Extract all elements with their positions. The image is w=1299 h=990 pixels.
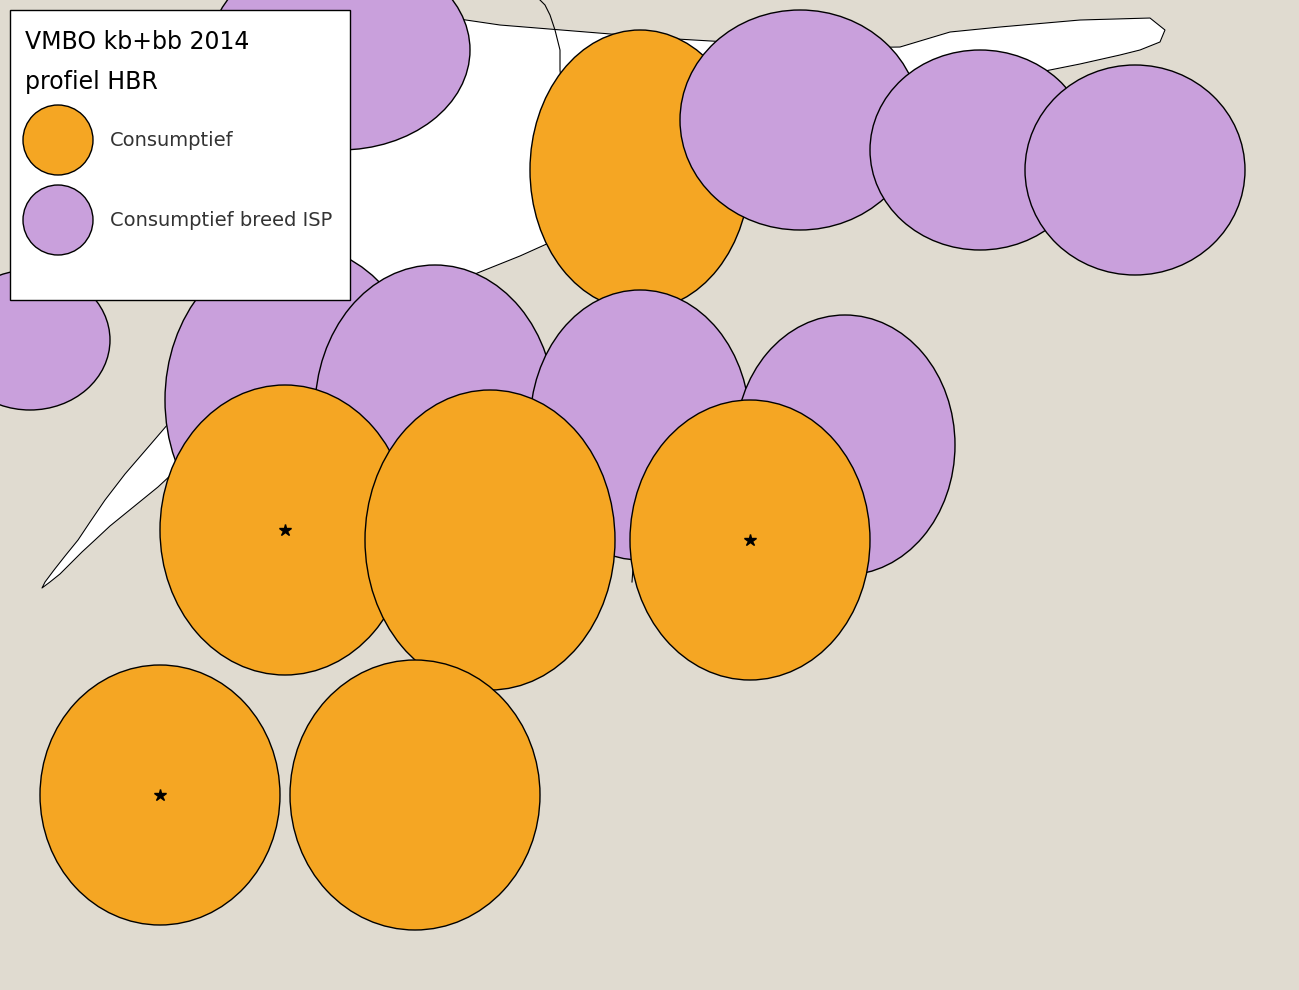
Ellipse shape	[530, 30, 750, 310]
Ellipse shape	[630, 400, 870, 680]
Ellipse shape	[290, 660, 540, 930]
Ellipse shape	[365, 390, 614, 690]
Text: profiel HBR: profiel HBR	[25, 70, 158, 94]
Ellipse shape	[170, 472, 230, 528]
Polygon shape	[42, 0, 1165, 588]
Text: Consumptief: Consumptief	[110, 131, 234, 149]
Ellipse shape	[530, 290, 750, 560]
Ellipse shape	[735, 315, 955, 575]
Text: VMBO kb+bb 2014: VMBO kb+bb 2014	[25, 30, 249, 54]
Ellipse shape	[160, 385, 410, 675]
Ellipse shape	[0, 270, 110, 410]
Ellipse shape	[314, 265, 555, 555]
Ellipse shape	[1025, 65, 1244, 275]
Ellipse shape	[23, 105, 94, 175]
Ellipse shape	[40, 665, 281, 925]
Ellipse shape	[210, 0, 470, 150]
Bar	[10, 10, 349, 300]
Ellipse shape	[870, 50, 1090, 250]
Ellipse shape	[23, 185, 94, 255]
Ellipse shape	[679, 10, 920, 230]
Ellipse shape	[165, 245, 425, 555]
Text: Consumptief breed ISP: Consumptief breed ISP	[110, 211, 333, 230]
